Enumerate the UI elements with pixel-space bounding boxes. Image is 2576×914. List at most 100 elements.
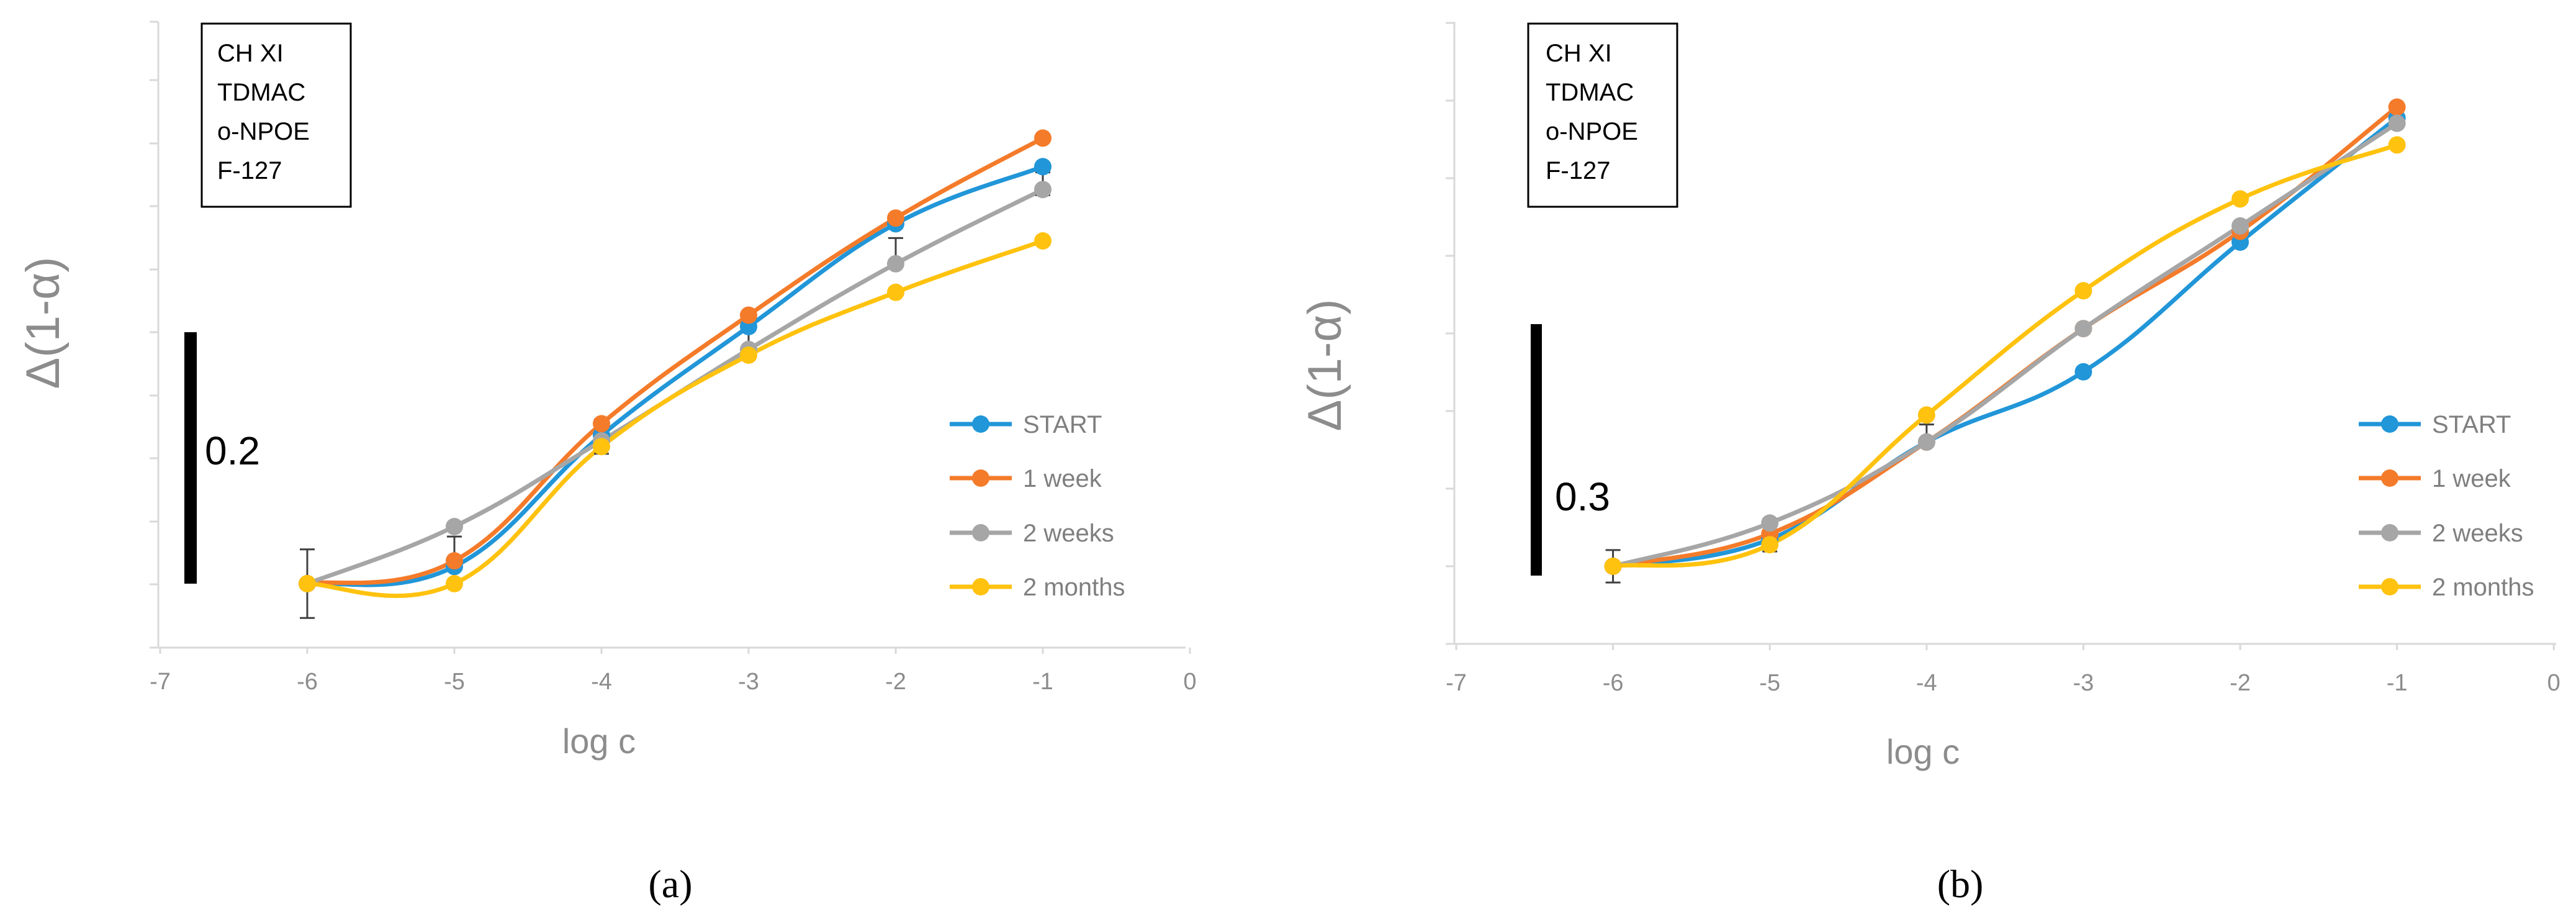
panel-b-y-axis-label: Δ(1-α)	[1299, 299, 1351, 432]
panel-a-series-1-point-1	[446, 552, 463, 570]
panel-a-x-tick-label-6: -1	[1032, 669, 1053, 695]
panel-a-legend-label-0: START	[1023, 411, 1102, 438]
panel-a-info-line-1: CH XI	[217, 40, 284, 67]
panel-a-info-line-2: TDMAC	[217, 79, 305, 106]
panel-b-series-2-point-2	[1917, 433, 1935, 451]
panel-b-series-2-point-1	[1761, 514, 1779, 532]
panel-b-scale-bar-label: 0.3	[1555, 474, 1610, 519]
panel-b-series-3-point-1	[1761, 536, 1779, 554]
panel-a-legend-label-3: 2 months	[1023, 574, 1125, 601]
panel-a-info-box	[200, 22, 352, 208]
panel-a-legend: START 1 week 2 weeks 2 months	[950, 411, 1125, 601]
panel-b-x-tick-label-7: 0	[2547, 670, 2560, 696]
panel-a-series-2-point-5	[1034, 181, 1052, 199]
panel-b: -7 -6 -5 -4 -3 -2 -1 0 CH XI TDMAC o-NPOE F-127…	[1299, 22, 2560, 906]
panel-a-caption: (a)	[648, 862, 692, 906]
panel-b-series-2-point-4	[2231, 217, 2249, 235]
panel-a-legend-entry-0: START	[950, 411, 1102, 438]
panel-b-x-tick-label-6: -1	[2387, 670, 2408, 696]
panel-b-legend-entry-0: START	[2359, 411, 2511, 438]
panel-b-caption: (b)	[1937, 862, 1984, 906]
panel-a-series-2-point-4	[887, 255, 904, 273]
panel-b-x-tick-label-1: -6	[1603, 670, 1624, 696]
panel-b-series-1-point-5	[2388, 98, 2406, 116]
panel-b-series-line-1	[1611, 105, 2400, 569]
panel-a-series-1-point-4	[887, 209, 904, 227]
panel-a-legend-swatch-dot-2	[972, 524, 989, 541]
panel-b-x-axis-label: log c	[1886, 732, 1960, 771]
panel-b-legend-swatch-dot-0	[2381, 415, 2398, 433]
panel-b-series-0-point-3	[2074, 363, 2092, 381]
panel-b-series-2-point-5	[2388, 114, 2406, 132]
panel-b-legend-swatch-dot-1	[2381, 469, 2398, 487]
panel-a-series-0-point-5	[1034, 158, 1052, 176]
panel-b-axes: -7 -6 -5 -4 -3 -2 -1 0	[1446, 22, 2560, 696]
panel-a-x-tick-label-5: -2	[885, 669, 906, 695]
panel-a-series-line-3	[305, 238, 1045, 599]
panel-a-series-2-point-1	[446, 518, 463, 535]
panel-a-series-3-point-5	[1034, 232, 1052, 250]
panel-b-scale-bar	[1531, 324, 1542, 576]
panel-a-series-1-point-3	[740, 306, 757, 324]
panel-b-series-3-point-3	[2074, 282, 2092, 300]
panel-b-info-line-4: F-127	[1546, 157, 1611, 184]
panel-a-x-tick-label-3: -4	[591, 669, 612, 695]
panel-a-info-line-3: o-NPOE	[217, 118, 310, 145]
panel-b-info-line-2: TDMAC	[1546, 79, 1634, 106]
panel-b-series-3-point-2	[1917, 406, 1935, 424]
panel-b-legend-label-0: START	[2432, 411, 2511, 438]
panel-b-series-3-point-4	[2231, 190, 2249, 208]
panel-a-y-axis-label: Δ(1-α)	[17, 257, 70, 389]
panel-b-series-3-point-5	[2388, 136, 2406, 154]
panel-a-series-3-point-4	[887, 283, 904, 301]
panel-a-legend-entry-3: 2 months	[950, 574, 1125, 601]
panel-a-legend-label-1: 1 week	[1023, 465, 1102, 492]
panel-b-legend-entry-2: 2 weeks	[2359, 520, 2523, 547]
panel-a-x-axis-label: log c	[562, 722, 636, 761]
panel-b-info-line-3: o-NPOE	[1546, 118, 1638, 145]
panel-a-legend-swatch-dot-3	[972, 578, 989, 595]
panel-b-legend-entry-1: 1 week	[2359, 465, 2511, 492]
panel-b-legend-swatch-dot-3	[2381, 578, 2398, 595]
panel-b-legend: START 1 week 2 weeks 2 months	[2359, 411, 2534, 601]
panel-b-legend-label-3: 2 months	[2432, 574, 2534, 601]
panel-a-x-tick-label-1: -6	[297, 669, 318, 695]
panel-a-scale-bar	[184, 332, 197, 584]
panel-b-info-box	[1527, 22, 1678, 208]
panel-a-series-3-point-0	[299, 575, 316, 592]
panel-b-series-line-3	[1611, 142, 2400, 569]
panel-a-info-line-4: F-127	[217, 157, 282, 184]
panel-a-series-3-point-1	[446, 575, 463, 592]
panel-a-legend-entry-1: 1 week	[950, 465, 1102, 492]
panel-b-series-3-point-0	[1604, 558, 1622, 575]
panel-b-x-tick-label-3: -4	[1916, 670, 1937, 696]
panel-b-legend-entry-3: 2 months	[2359, 574, 2534, 601]
panel-a-x-tick-label-7: 0	[1183, 669, 1196, 695]
panel-a-x-tick-label-4: -3	[738, 669, 759, 695]
panel-a-x-tick-label-2: -5	[444, 669, 465, 695]
panel-a-legend-swatch-dot-1	[972, 469, 989, 487]
panel-a-series-line-0	[305, 164, 1045, 587]
panel-a-series-1-point-2	[593, 415, 610, 433]
panel-a-series-3-point-3	[740, 346, 757, 364]
panel-b-x-tick-label-5: -2	[2230, 670, 2251, 696]
panel-b-x-tick-label-0: -7	[1446, 670, 1467, 696]
panel-b-x-tick-label-4: -3	[2073, 670, 2094, 696]
panel-a-series-line-1	[305, 135, 1045, 586]
panel-a-scale-bar-label: 0.2	[205, 428, 260, 473]
panel-a: -7 -6 -5 -4 -3 -2 -1 0 CH XI TDMAC o-NPOE F-127…	[17, 20, 1197, 906]
panel-a-axes: -7 -6 -5 -4 -3 -2 -1 0	[150, 20, 1197, 695]
panel-b-legend-swatch-dot-2	[2381, 524, 2398, 541]
panel-b-info-line-1: CH XI	[1546, 40, 1612, 67]
panel-b-series-2-point-3	[2074, 320, 2092, 338]
panel-a-series-line-2	[305, 187, 1045, 586]
panel-b-legend-label-2: 2 weeks	[2432, 520, 2523, 547]
panel-a-data	[299, 129, 1052, 619]
panel-b-legend-label-1: 1 week	[2432, 465, 2511, 492]
panel-b-series-line-0	[1611, 115, 2400, 569]
panel-a-legend-swatch-dot-0	[972, 415, 989, 433]
panel-a-x-tick-label-0: -7	[150, 669, 171, 695]
panel-b-x-tick-label-2: -5	[1759, 670, 1780, 696]
